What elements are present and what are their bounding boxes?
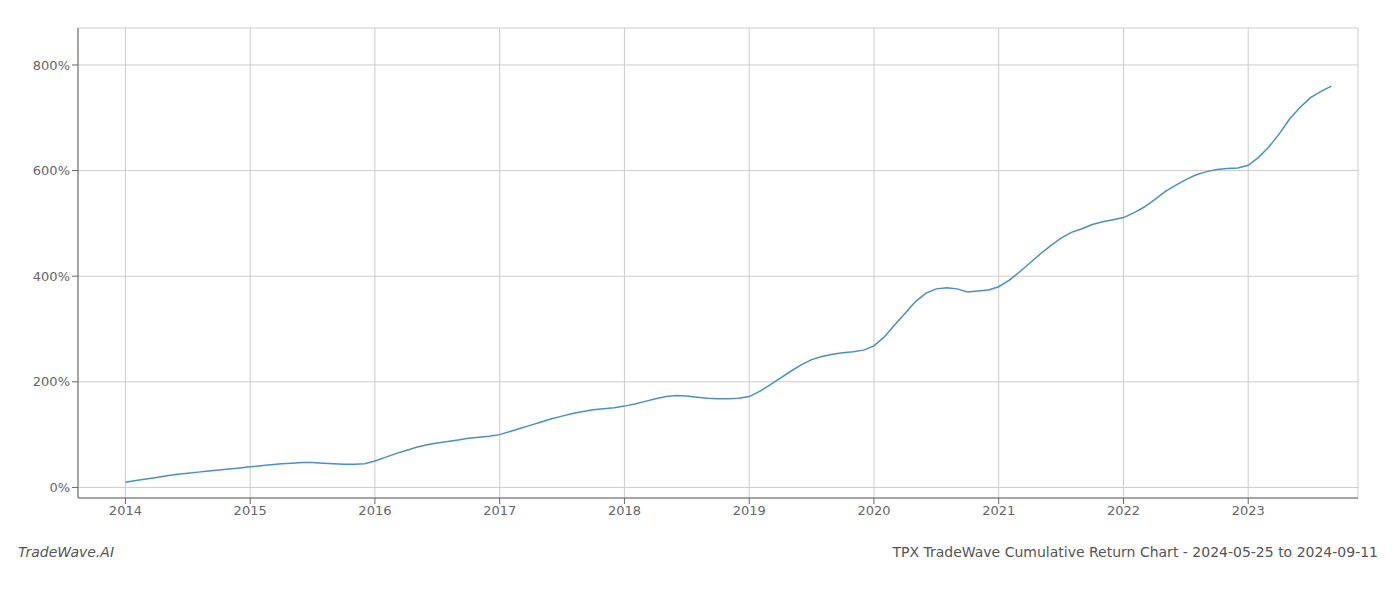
svg-text:2016: 2016 <box>358 503 391 518</box>
svg-text:2018: 2018 <box>608 503 641 518</box>
svg-text:400%: 400% <box>33 269 70 284</box>
svg-text:0%: 0% <box>49 480 70 495</box>
svg-text:2015: 2015 <box>234 503 267 518</box>
svg-text:600%: 600% <box>33 163 70 178</box>
html-text:TPX TradeWave Cumulative Retur: TPX TradeWave Cumulative Return Chart - … <box>892 544 1378 560</box>
svg-text:2023: 2023 <box>1232 503 1265 518</box>
svg-text:2019: 2019 <box>733 503 766 518</box>
svg-text:800%: 800% <box>33 58 70 73</box>
svg-text:2021: 2021 <box>982 503 1015 518</box>
html-text:TradeWave.AI: TradeWave.AI <box>18 544 114 560</box>
svg-text:200%: 200% <box>33 374 70 389</box>
svg-text:2017: 2017 <box>483 503 516 518</box>
svg-text:2020: 2020 <box>857 503 890 518</box>
svg-text:2014: 2014 <box>109 503 142 518</box>
svg-text:2022: 2022 <box>1107 503 1140 518</box>
